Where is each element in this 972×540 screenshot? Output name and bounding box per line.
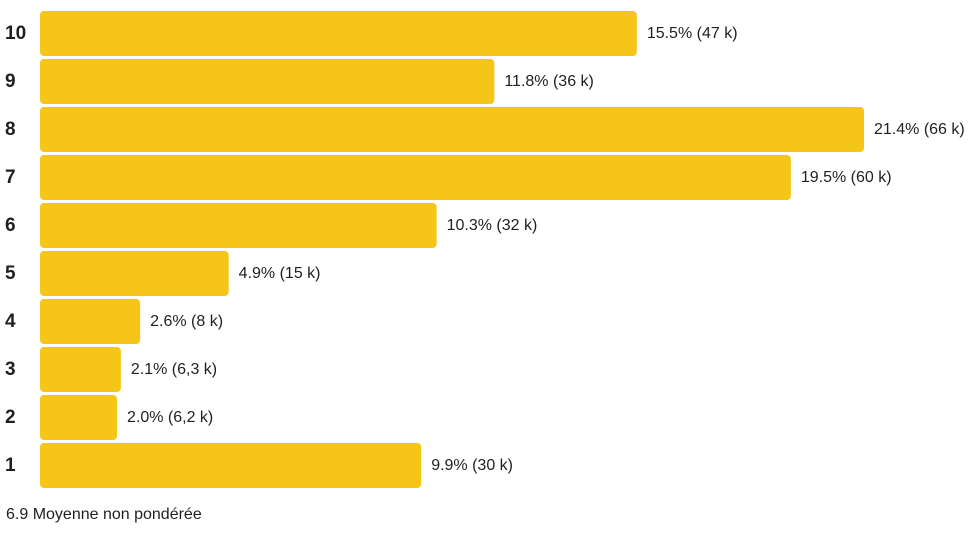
bar-rating-6[interactable] [40, 203, 437, 248]
value-label-7: 19.5% (60 k) [801, 169, 892, 186]
value-label-1: 9.9% (30 k) [431, 457, 513, 474]
category-label-1: 1 [5, 455, 16, 476]
bar-rating-10[interactable] [40, 11, 637, 56]
value-label-6: 10.3% (32 k) [447, 217, 538, 234]
value-label-8: 21.4% (66 k) [874, 121, 965, 138]
bar-rating-8[interactable] [40, 107, 864, 152]
value-label-5: 4.9% (15 k) [239, 265, 321, 282]
value-label-9: 11.8% (36 k) [504, 73, 594, 90]
category-label-8: 8 [5, 119, 16, 140]
bar-rating-3[interactable] [40, 347, 121, 392]
category-label-5: 5 [5, 263, 16, 284]
bar-rating-4[interactable] [40, 299, 141, 344]
value-label-4: 2.6% (8 k) [150, 313, 223, 330]
category-label-2: 2 [5, 407, 16, 428]
category-label-10: 10 [5, 23, 26, 44]
value-label-3: 2.1% (6,3 k) [131, 361, 217, 378]
bar-rating-2[interactable] [40, 395, 118, 440]
bar-rating-9[interactable] [40, 59, 495, 104]
bar-rating-1[interactable] [40, 443, 422, 488]
category-label-6: 6 [5, 215, 16, 236]
bar-rating-7[interactable] [40, 155, 791, 200]
category-label-7: 7 [5, 167, 16, 188]
value-label-2: 2.0% (6,2 k) [127, 409, 213, 426]
value-label-10: 15.5% (47 k) [647, 25, 738, 42]
rating-distribution-chart: 10 15.5% (47 k) 9 11.8% (36 k) 8 21.4% (66 k)… [5, 11, 965, 488]
average-rating-text: 6.9 Moyenne non pondérée [6, 506, 202, 523]
bar-rating-5[interactable] [40, 251, 229, 296]
category-label-9: 9 [5, 71, 16, 92]
category-label-4: 4 [5, 311, 16, 332]
category-label-3: 3 [5, 359, 16, 380]
